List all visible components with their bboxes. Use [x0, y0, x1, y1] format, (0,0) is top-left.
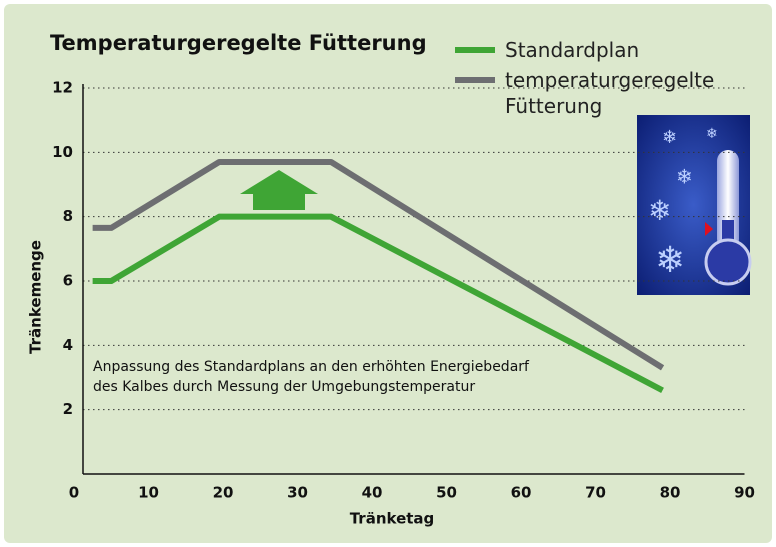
- x-tick-label: 20: [213, 484, 234, 502]
- x-tick-label: 10: [138, 484, 159, 502]
- thermometer-image: ❄ ❄ ❄ ❄ ❄: [637, 115, 750, 295]
- svg-text:❄: ❄: [662, 127, 677, 148]
- x-tick-label: 60: [511, 484, 532, 502]
- svg-text:❄: ❄: [706, 126, 718, 142]
- page: Temperaturgeregelte Fütterung ❄ ❄ ❄ ❄ ❄ …: [0, 0, 776, 547]
- y-tick-label: 6: [63, 272, 73, 290]
- annotation: Anpassung des Standardplans an den erhöh…: [93, 359, 530, 375]
- y-tick-label: 12: [52, 79, 73, 97]
- legend-label: temperaturgeregelte Fütterung: [505, 67, 735, 119]
- chart-title: Temperaturgeregelte Fütterung: [50, 31, 427, 55]
- x-tick-label: 70: [585, 484, 606, 502]
- x-axis-label: Tränketag: [350, 510, 435, 528]
- x-tick-label: 50: [436, 484, 457, 502]
- y-tick-label: 4: [63, 336, 73, 354]
- x-tick-label: 90: [734, 484, 755, 502]
- svg-text:❄: ❄: [655, 240, 685, 281]
- annotation: des Kalbes durch Messung der Umgebungste…: [93, 379, 475, 395]
- y-axis-label: Tränkemenge: [27, 240, 45, 354]
- svg-text:❄: ❄: [676, 165, 693, 189]
- y-tick-label: 8: [63, 207, 73, 225]
- y-tick-label: 2: [63, 400, 73, 418]
- x-tick-label: 40: [362, 484, 383, 502]
- legend-label: Standardplan: [505, 37, 735, 63]
- x-tick-label: 30: [287, 484, 308, 502]
- y-tick-label: 10: [52, 143, 73, 161]
- x-tick-label: 80: [660, 484, 681, 502]
- x-tick-label: 0: [69, 484, 79, 502]
- svg-text:❄: ❄: [648, 194, 671, 227]
